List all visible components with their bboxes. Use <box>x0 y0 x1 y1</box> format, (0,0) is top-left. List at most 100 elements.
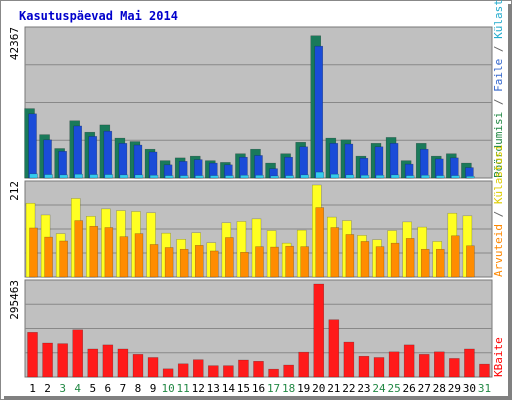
panel-top: 42367 <box>8 26 493 179</box>
bar-k-lastusi-8 <box>134 174 144 179</box>
day-label-12: 12 <box>192 382 205 395</box>
bar-kbaite-11 <box>177 363 189 378</box>
bar-kbaite-9 <box>147 357 159 378</box>
day-label-17: 17 <box>267 382 280 395</box>
bar-arvuteid-20 <box>315 207 325 278</box>
bar-arvuteid-13 <box>210 250 219 278</box>
bar-kbaite-3 <box>57 343 68 378</box>
bar-faile-3 <box>58 151 67 179</box>
day-label-6: 6 <box>105 382 112 395</box>
day-label-25: 25 <box>387 382 400 395</box>
bar-k-lastusi-25 <box>390 174 400 179</box>
bar-faile-21 <box>329 143 339 179</box>
bar-k-lastusi-23 <box>360 174 370 179</box>
bar-kbaite-29 <box>449 358 460 378</box>
bar-k-lastusi-2 <box>44 174 53 179</box>
bar-faile-8 <box>133 144 143 179</box>
bar-arvuteid-7 <box>119 236 129 278</box>
day-label-21: 21 <box>327 382 340 395</box>
bar-kbaite-24 <box>373 357 385 378</box>
bar-k-lastusi-14 <box>225 175 234 179</box>
bar-arvuteid-21 <box>330 227 340 278</box>
day-label-9: 9 <box>150 382 157 395</box>
bar-faile-29 <box>450 157 459 179</box>
bar-kbaite-15 <box>238 359 249 378</box>
bar-kbaite-8 <box>132 354 144 378</box>
bar-kbaite-19 <box>298 351 309 378</box>
day-label-11: 11 <box>177 382 190 395</box>
bar-faile-28 <box>435 158 444 179</box>
day-label-10: 10 <box>161 382 174 395</box>
bar-arvuteid-17 <box>270 246 279 278</box>
panel-bottom-max-label: 295463 <box>8 280 21 320</box>
legend-top-part-4: Külastusi <box>492 0 505 39</box>
bar-k-lastusi-9 <box>149 174 159 179</box>
bar-k-lastusi-29 <box>451 175 460 179</box>
bar-k-lastusi-3 <box>59 174 68 179</box>
bar-kbaite-30 <box>464 348 475 378</box>
day-label-1: 1 <box>29 382 36 395</box>
day-label-16: 16 <box>252 382 265 395</box>
day-label-24: 24 <box>372 382 386 395</box>
bar-arvuteid-24 <box>375 246 385 278</box>
bar-k-lastusi-19 <box>300 174 309 179</box>
legend-top-part-3: / <box>492 39 505 59</box>
bar-faile-22 <box>344 143 354 179</box>
bar-arvuteid-28 <box>436 248 445 278</box>
bar-arvuteid-14 <box>225 237 234 278</box>
bar-arvuteid-8 <box>134 233 144 278</box>
bar-kbaite-14 <box>223 365 234 378</box>
bar-arvuteid-23 <box>360 241 370 278</box>
bar-faile-6 <box>103 130 113 179</box>
bar-kbaite-7 <box>117 348 129 378</box>
legend-top-part-2: Faile <box>492 59 505 92</box>
bar-faile-25 <box>389 143 399 179</box>
bar-arvuteid-27 <box>420 248 430 278</box>
bar-k-lastusi-27 <box>420 174 430 179</box>
day-label-18: 18 <box>282 382 295 395</box>
bar-faile-19 <box>299 146 308 179</box>
legend-bottom: KBaite <box>492 337 505 377</box>
bar-faile-15 <box>239 156 248 179</box>
bar-k-lastusi-13 <box>210 175 219 179</box>
bar-faile-16 <box>254 155 263 179</box>
bar-faile-24 <box>374 146 384 179</box>
bar-faile-20 <box>314 45 324 179</box>
bar-kbaite-6 <box>102 344 114 378</box>
bar-k-lastusi-11 <box>179 175 189 179</box>
bar-kbaite-17 <box>268 368 279 378</box>
bar-faile-2 <box>43 139 52 179</box>
bar-k-lastusi-4 <box>74 173 83 179</box>
bar-arvuteid-1 <box>29 227 38 278</box>
bar-arvuteid-6 <box>104 227 114 278</box>
bar-arvuteid-29 <box>451 235 460 278</box>
bar-arvuteid-10 <box>164 247 174 278</box>
bar-faile-1 <box>28 113 37 179</box>
panel-middle-max-label: 212 <box>8 181 21 201</box>
bar-k-lastusi-5 <box>89 174 99 179</box>
legend-middle: Arvuteid / Külastusi <box>492 145 505 277</box>
bar-k-lastusi-17 <box>270 175 279 179</box>
panel-middle: 212 <box>8 180 493 278</box>
day-label-5: 5 <box>89 382 96 395</box>
bar-kbaite-31 <box>479 363 490 378</box>
day-label-31: 31 <box>478 382 491 395</box>
bar-arvuteid-15 <box>240 252 249 278</box>
bar-k-lastusi-6 <box>104 174 114 179</box>
legend-middle-part-2: Külastusi <box>492 145 505 205</box>
bar-k-lastusi-16 <box>255 174 264 179</box>
bar-kbaite-12 <box>192 359 204 378</box>
bar-faile-4 <box>73 125 82 179</box>
day-label-2: 2 <box>44 382 51 395</box>
bar-faile-9 <box>148 151 158 179</box>
day-label-20: 20 <box>312 382 325 395</box>
bar-k-lastusi-15 <box>240 174 249 179</box>
bar-arvuteid-3 <box>59 240 68 278</box>
bar-kbaite-26 <box>403 344 415 378</box>
bar-arvuteid-4 <box>74 220 83 278</box>
day-label-29: 29 <box>448 382 461 395</box>
bar-arvuteid-5 <box>89 225 99 278</box>
bar-kbaite-18 <box>283 364 294 378</box>
day-label-13: 13 <box>207 382 220 395</box>
